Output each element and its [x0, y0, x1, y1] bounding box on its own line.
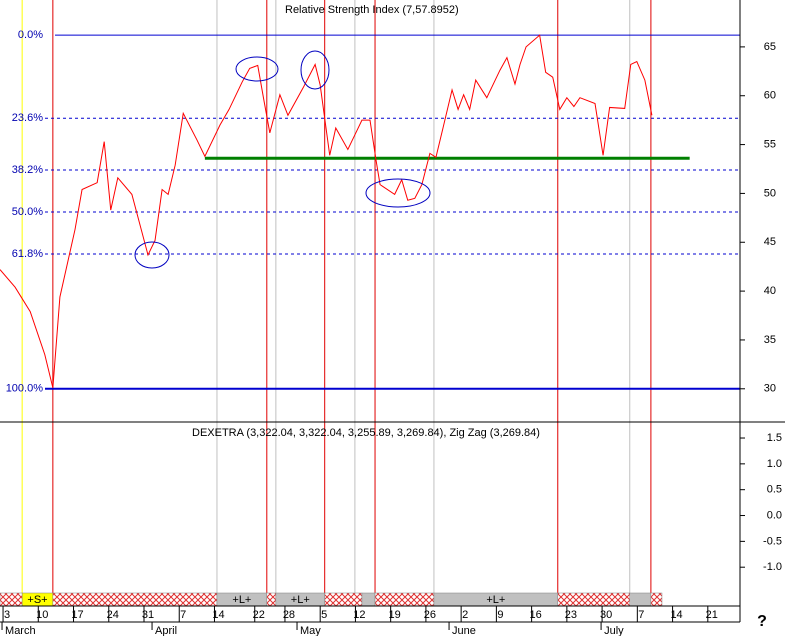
x-tick-label: 31: [142, 609, 154, 621]
x-tick-label: 9: [497, 609, 503, 621]
x-tick-label: 24: [107, 609, 119, 621]
signal-band: [361, 592, 376, 607]
y-tick-label: 60: [764, 90, 776, 102]
signal-band: [650, 592, 663, 607]
band-label: +L+: [486, 594, 505, 606]
highlight: [134, 241, 170, 269]
x-tick-label: 16: [529, 609, 541, 621]
month-label: March: [5, 625, 36, 636]
y2-tick-label: 1.5: [767, 432, 782, 444]
signal-band: [324, 592, 363, 607]
x-tick-label: 10: [36, 609, 48, 621]
chart-title: Relative Strength Index (7,57.8952): [285, 4, 459, 16]
x-tick-label: 19: [389, 609, 401, 621]
month-label: June: [452, 625, 476, 636]
y-tick-label: 65: [764, 41, 776, 53]
x-tick-label: 21: [706, 609, 718, 621]
x-tick-label: 28: [283, 609, 295, 621]
x-tick-label: 5: [321, 609, 327, 621]
x-tick-label: 17: [71, 609, 83, 621]
x-tick-label: 3: [4, 609, 10, 621]
signal-band: [52, 592, 218, 607]
highlight: [365, 178, 431, 208]
x-tick-label: 14: [670, 609, 682, 621]
fib-label: 50.0%: [12, 206, 43, 218]
x-tick-label: 14: [212, 609, 224, 621]
y-tick-label: 45: [764, 236, 776, 248]
band-label: +S+: [27, 594, 47, 606]
signal-band: [266, 592, 277, 607]
fib-label: 0.0%: [18, 29, 43, 41]
x-tick-label: 7: [638, 609, 644, 621]
y2-tick-label: -0.5: [763, 535, 782, 547]
month-label: July: [604, 625, 624, 636]
y2-tick-label: 0.5: [767, 484, 782, 496]
month-label: April: [155, 625, 177, 636]
band-label: +L+: [291, 594, 310, 606]
x-tick-label: 12: [353, 609, 365, 621]
x-tick-label: 23: [565, 609, 577, 621]
band-label: +L+: [232, 594, 251, 606]
x-tick-label: 2: [462, 609, 468, 621]
y-tick-label: 40: [764, 285, 776, 297]
help[interactable]: ?: [757, 613, 767, 630]
y-tick-label: 30: [764, 383, 776, 395]
highlight: [300, 50, 330, 90]
month-label: May: [300, 625, 321, 636]
y2-tick-label: 1.0: [767, 458, 782, 470]
signal-band: [374, 592, 435, 607]
fib-label: 38.2%: [12, 164, 43, 176]
y-tick-label: 55: [764, 138, 776, 150]
y-tick-label: 50: [764, 187, 776, 199]
fib-label: 100.0%: [6, 383, 44, 395]
signal-band: [557, 592, 631, 607]
y2-tick-label: -1.0: [763, 561, 782, 573]
x-tick-label: 7: [180, 609, 186, 621]
x-tick-label: 22: [253, 609, 265, 621]
y-tick-label: 35: [764, 334, 776, 346]
x-tick-label: 30: [600, 609, 612, 621]
fib-label: 23.6%: [12, 112, 43, 124]
x-tick-label: 26: [424, 609, 436, 621]
signal-band: [629, 592, 652, 607]
highlight: [235, 56, 279, 82]
rsi-line: [0, 34, 653, 388]
fib-label: 61.8%: [12, 248, 43, 260]
y2-tick-label: 0.0: [767, 509, 782, 521]
subpanel-title: DEXETRA (3,322.04, 3,322.04, 3,255.89, 3…: [192, 427, 540, 439]
signal-band: [0, 592, 23, 607]
